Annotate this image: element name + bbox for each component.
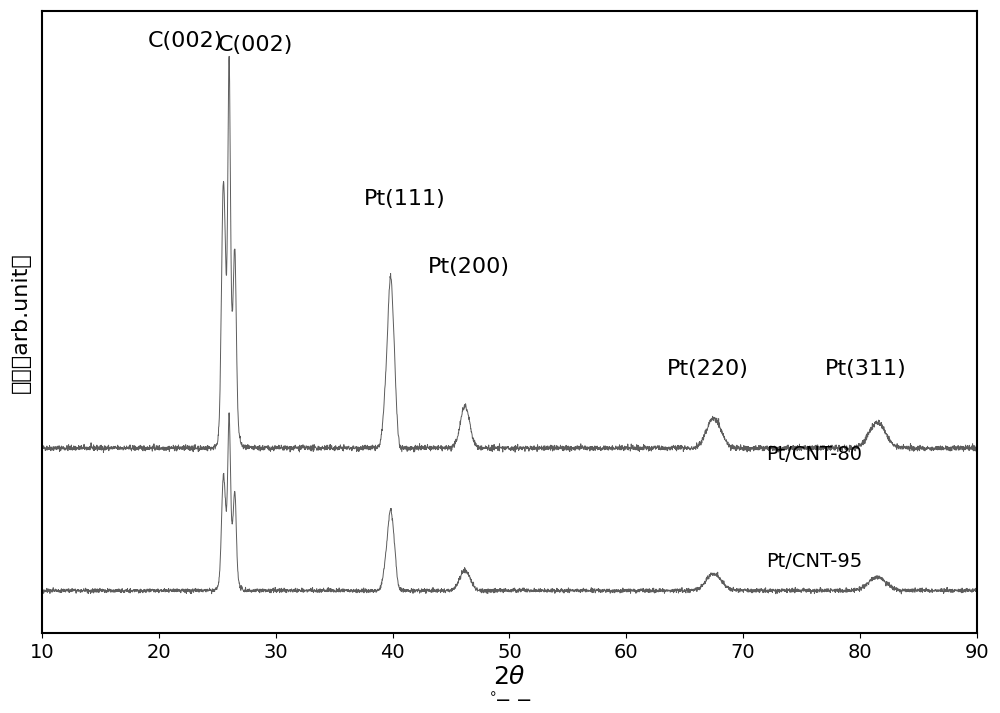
Text: $^{\circ}\!\!-\!-$: $^{\circ}\!\!-\!-$ <box>488 689 531 709</box>
Text: Pt(220): Pt(220) <box>667 359 749 379</box>
Text: Pt/CNT-80: Pt/CNT-80 <box>766 445 862 463</box>
X-axis label: $2\theta$: $2\theta$ <box>493 665 526 689</box>
Text: Pt(111): Pt(111) <box>363 189 445 209</box>
Text: C(002): C(002) <box>147 31 223 51</box>
Y-axis label: 强度（arb.unit）: 强度（arb.unit） <box>11 252 31 393</box>
Text: Pt(311): Pt(311) <box>825 359 906 379</box>
Text: Pt/CNT-95: Pt/CNT-95 <box>766 553 863 571</box>
Text: C(002): C(002) <box>217 35 293 55</box>
Text: Pt(200): Pt(200) <box>428 257 510 277</box>
